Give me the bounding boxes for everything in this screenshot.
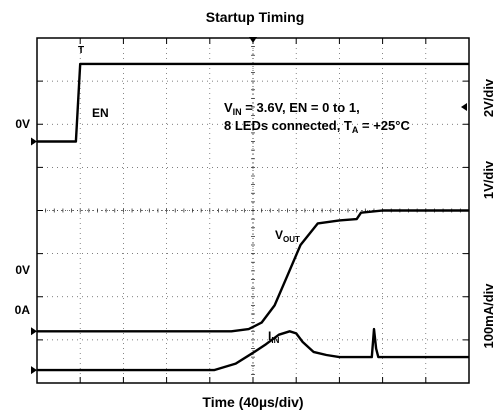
trace-iin xyxy=(37,327,469,372)
annotation-vin: V xyxy=(224,100,233,115)
scale-label-iin: 100mA/div xyxy=(481,283,496,349)
series-label-en-main: EN xyxy=(92,106,109,120)
trigger-position-marker xyxy=(249,37,257,43)
series-label-vout: VOUT xyxy=(275,228,300,244)
series-label-iin-main: I xyxy=(268,329,271,343)
ground-marker-iin xyxy=(31,366,37,375)
ground-marker-vout xyxy=(31,327,37,336)
traces xyxy=(37,62,469,372)
series-label-iin: IIN xyxy=(268,329,280,345)
annotation-line-1: VIN = 3.6V, EN = 0 to 1, xyxy=(224,100,360,117)
scale-label-vout: 1V/div xyxy=(481,160,496,199)
ground-label-en: 0V xyxy=(15,117,30,131)
trigger-marker: T xyxy=(78,45,84,56)
ground-label-vout: 0V xyxy=(15,263,30,277)
scale-label-en: 2V/div xyxy=(481,78,496,117)
annotation-line-1-rest: = 3.6V, EN = 0 to 1, xyxy=(242,100,360,115)
ground-label-iin: 0A xyxy=(15,303,31,317)
trace-vout xyxy=(37,209,469,333)
series-label-vout-sub: OUT xyxy=(283,235,300,244)
chart-title: Startup Timing xyxy=(206,9,305,25)
annotation-ta-sub: A xyxy=(352,125,359,135)
trace-en xyxy=(37,62,469,143)
annotation-line-2: 8 LEDs connected, TA = +25°C xyxy=(224,118,410,135)
series-label-vout-main: V xyxy=(275,228,283,242)
series-label-en: EN xyxy=(92,106,109,120)
ground-markers xyxy=(31,37,467,375)
trigger-level-marker xyxy=(461,103,467,111)
x-axis-label: Time (40µs/div) xyxy=(202,394,303,410)
annotation-line-2-prefix: 8 LEDs connected, T xyxy=(224,118,352,133)
annotation-vin-sub: IN xyxy=(233,107,242,117)
series-label-iin-sub: IN xyxy=(271,336,279,345)
annotation-line-2-rest: = +25°C xyxy=(358,118,410,133)
ground-marker-en xyxy=(31,137,37,146)
